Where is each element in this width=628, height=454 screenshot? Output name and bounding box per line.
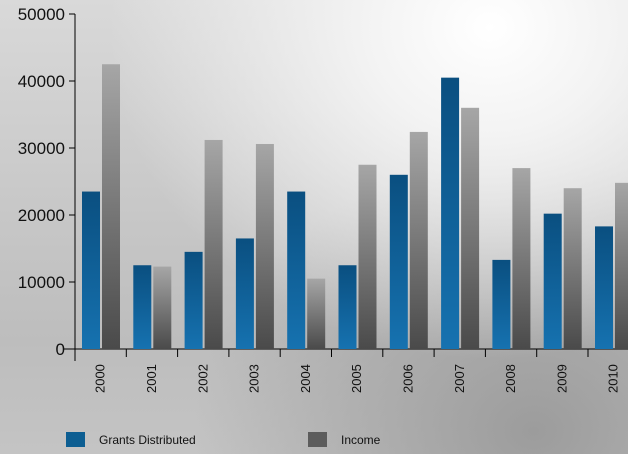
legend-item-grants: Grants Distributed <box>66 432 196 447</box>
bar-grants-2008 <box>492 260 510 349</box>
bars <box>82 64 628 349</box>
x-tick-label: 2001 <box>144 364 159 393</box>
legend-label-grants: Grants Distributed <box>99 433 196 447</box>
y-tick-label: 40000 <box>18 72 65 91</box>
bar-grants-2009 <box>544 214 562 349</box>
bar-income-2006 <box>410 132 428 349</box>
x-tick-label: 2010 <box>606 364 621 393</box>
bar-income-2003 <box>256 144 274 349</box>
bar-grants-2006 <box>390 175 408 349</box>
y-tick-label: 0 <box>56 340 65 359</box>
x-tick-label: 2009 <box>554 364 569 393</box>
x-tick-label: 2002 <box>195 364 210 393</box>
x-tick-label: 2000 <box>93 364 108 393</box>
legend-label-income: Income <box>341 433 380 447</box>
x-tick-label: 2005 <box>349 364 364 393</box>
y-tick-label: 20000 <box>18 206 65 225</box>
x-tick-label: 2004 <box>298 364 313 393</box>
y-tick-label: 30000 <box>18 139 65 158</box>
bar-grants-2004 <box>287 192 305 349</box>
x-tick-label: 2007 <box>452 364 467 393</box>
bar-income-2000 <box>102 64 120 349</box>
legend-swatch-income <box>308 432 327 447</box>
x-tick-label: 2006 <box>400 364 415 393</box>
bar-income-2009 <box>564 188 582 349</box>
bar-income-2002 <box>205 140 223 349</box>
bar-grants-2002 <box>185 252 203 349</box>
bar-income-2001 <box>153 267 171 349</box>
bar-grants-2010 <box>595 226 613 349</box>
bar-grants-2000 <box>82 192 100 349</box>
bar-grants-2005 <box>339 265 357 349</box>
bar-income-2005 <box>359 165 377 349</box>
y-tick-label: 10000 <box>18 273 65 292</box>
bar-grants-2007 <box>441 78 459 349</box>
x-tick-label: 2008 <box>503 364 518 393</box>
x-tick-label: 2003 <box>247 364 262 393</box>
bar-income-2010 <box>615 183 628 349</box>
legend: Grants Distributed Income <box>0 432 628 452</box>
bar-grants-2001 <box>133 265 151 349</box>
bar-income-2008 <box>512 168 530 349</box>
bar-income-2007 <box>461 108 479 349</box>
bar-income-2004 <box>307 279 325 349</box>
bar-grants-2003 <box>236 238 254 349</box>
legend-item-income: Income <box>308 432 380 447</box>
y-tick-label: 50000 <box>18 5 65 24</box>
legend-swatch-grants <box>66 432 85 447</box>
